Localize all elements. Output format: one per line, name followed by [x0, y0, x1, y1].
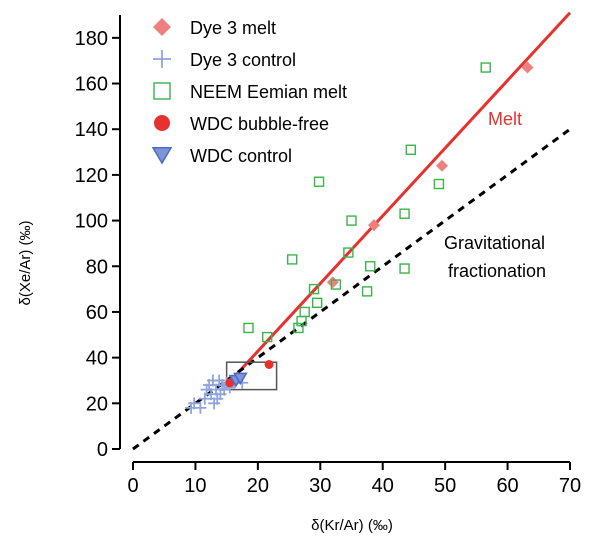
data-point — [243, 322, 254, 334]
y-tick-label: 100 — [75, 211, 108, 233]
data-point — [311, 297, 323, 309]
x-tick-label: 20 — [247, 475, 269, 497]
data-point — [365, 261, 376, 272]
data-point — [480, 62, 491, 73]
grav-line-label-2: fractionation — [448, 261, 546, 281]
x-tick-label: 0 — [127, 475, 138, 497]
x-axis-title: δ(Kr/Ar) (‰) — [311, 517, 393, 534]
legend-label: WDC control — [190, 146, 292, 166]
y-tick-label: 20 — [86, 393, 108, 415]
data-point — [308, 283, 320, 295]
data-point — [367, 219, 380, 232]
data-point — [346, 215, 357, 226]
data-point — [521, 61, 534, 74]
axes: 0 10 20 30 40 50 60 70 0 20 40 60 80 100 120 140 160 180 — [75, 15, 581, 497]
x-tick-label: 40 — [372, 475, 394, 497]
y-tick-label: 40 — [86, 348, 108, 370]
legend-marker — [154, 115, 170, 131]
grav-line-label-1: Gravitational — [444, 233, 545, 253]
data-point — [313, 176, 325, 187]
legend-marker — [151, 147, 173, 165]
legend-label: WDC bubble-free — [190, 114, 329, 134]
data-point — [296, 315, 307, 327]
legend: Dye 3 melt Dye 3 control NEEM Eemian melt W… — [151, 18, 347, 166]
y-tick-label: 140 — [75, 119, 108, 141]
data-point — [198, 392, 211, 405]
data-point — [286, 254, 298, 265]
melt-line — [225, 11, 572, 387]
data-point — [405, 144, 417, 155]
x-tick-label: 50 — [434, 475, 456, 497]
data-point — [233, 372, 248, 386]
inset-box — [225, 361, 278, 391]
data-point — [361, 286, 373, 297]
data-points — [185, 61, 534, 414]
data-point — [330, 279, 342, 290]
legend-marker — [153, 50, 171, 68]
legend-marker — [153, 82, 171, 100]
x-tick-label: 30 — [309, 475, 331, 497]
data-point — [326, 276, 339, 289]
zoom-box — [225, 361, 278, 391]
gravitational-fractionation-line — [132, 128, 571, 451]
data-point — [399, 208, 410, 219]
data-point — [433, 178, 445, 190]
data-point — [218, 383, 231, 396]
legend-label: Dye 3 control — [190, 50, 296, 70]
data-point — [188, 397, 201, 410]
y-tick-label: 160 — [75, 74, 108, 96]
y-tick-label: 0 — [97, 439, 108, 461]
y-tick-label: 120 — [75, 165, 108, 187]
x-tick-label: 60 — [496, 475, 518, 497]
data-point — [299, 306, 310, 318]
x-tick-label: 10 — [184, 475, 206, 497]
melt-line-label: Melt — [488, 109, 522, 129]
y-tick-label: 60 — [86, 302, 108, 324]
data-point — [262, 331, 273, 343]
y-tick-label: 180 — [75, 28, 108, 50]
x-tick-label: 70 — [559, 475, 581, 497]
data-point — [293, 322, 304, 334]
fit-lines — [132, 11, 572, 451]
data-point — [343, 247, 354, 258]
legend-label: NEEM Eemian melt — [190, 82, 347, 102]
y-tick-label: 80 — [86, 256, 108, 278]
data-point — [264, 359, 274, 369]
data-point — [194, 401, 207, 414]
data-point — [436, 159, 449, 172]
legend-marker — [153, 18, 171, 36]
legend-label: Dye 3 melt — [190, 18, 276, 38]
data-point — [399, 263, 410, 274]
y-axis-title: δ(Xe/Ar) (‰) — [17, 220, 34, 305]
